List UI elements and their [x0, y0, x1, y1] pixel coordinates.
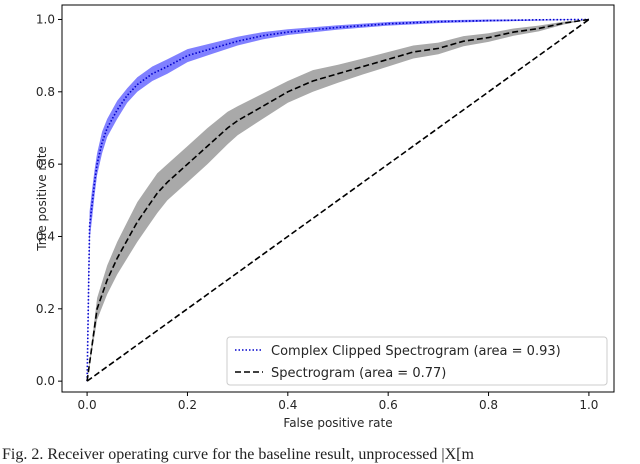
x-tick-label: 0.4	[278, 398, 297, 412]
y-axis-ticks: 0.0 0.2 0.4 0.6 0.8 1.0	[36, 12, 62, 388]
x-tick-label: 0.0	[78, 398, 97, 412]
roc-curves	[86, 18, 590, 382]
legend: Complex Clipped Spectrogram (area = 0.93…	[226, 336, 608, 386]
y-tick-label: 0.8	[36, 85, 55, 99]
x-axis-label: False positive rate	[283, 416, 392, 430]
y-tick-label: 0.6	[36, 157, 55, 171]
y-axis-label: True positive rate	[35, 146, 49, 252]
axes-frame	[61, 4, 615, 393]
x-tick-label: 1.0	[579, 398, 598, 412]
x-tick-label: 0.2	[178, 398, 197, 412]
y-tick-label: 0.4	[36, 229, 55, 243]
y-tick-label: 1.0	[36, 12, 55, 26]
y-tick-label: 0.0	[36, 374, 55, 388]
legend-entry: Complex Clipped Spectrogram (area = 0.93…	[271, 344, 561, 359]
figure-caption: Fig. 2. Receiver operating curve for the…	[2, 446, 474, 463]
legend-box	[226, 336, 608, 386]
x-tick-label: 0.8	[479, 398, 498, 412]
x-tick-label: 0.6	[379, 398, 398, 412]
x-axis-ticks: 0.0 0.2 0.4 0.6 0.8 1.0	[78, 392, 598, 412]
roc-curve-2	[86, 18, 590, 382]
y-tick-label: 0.2	[36, 302, 55, 316]
chance-diagonal-line	[86, 18, 590, 382]
roc-curve-1	[86, 18, 589, 382]
legend-entry: Spectrogram (area = 0.77)	[271, 366, 446, 381]
